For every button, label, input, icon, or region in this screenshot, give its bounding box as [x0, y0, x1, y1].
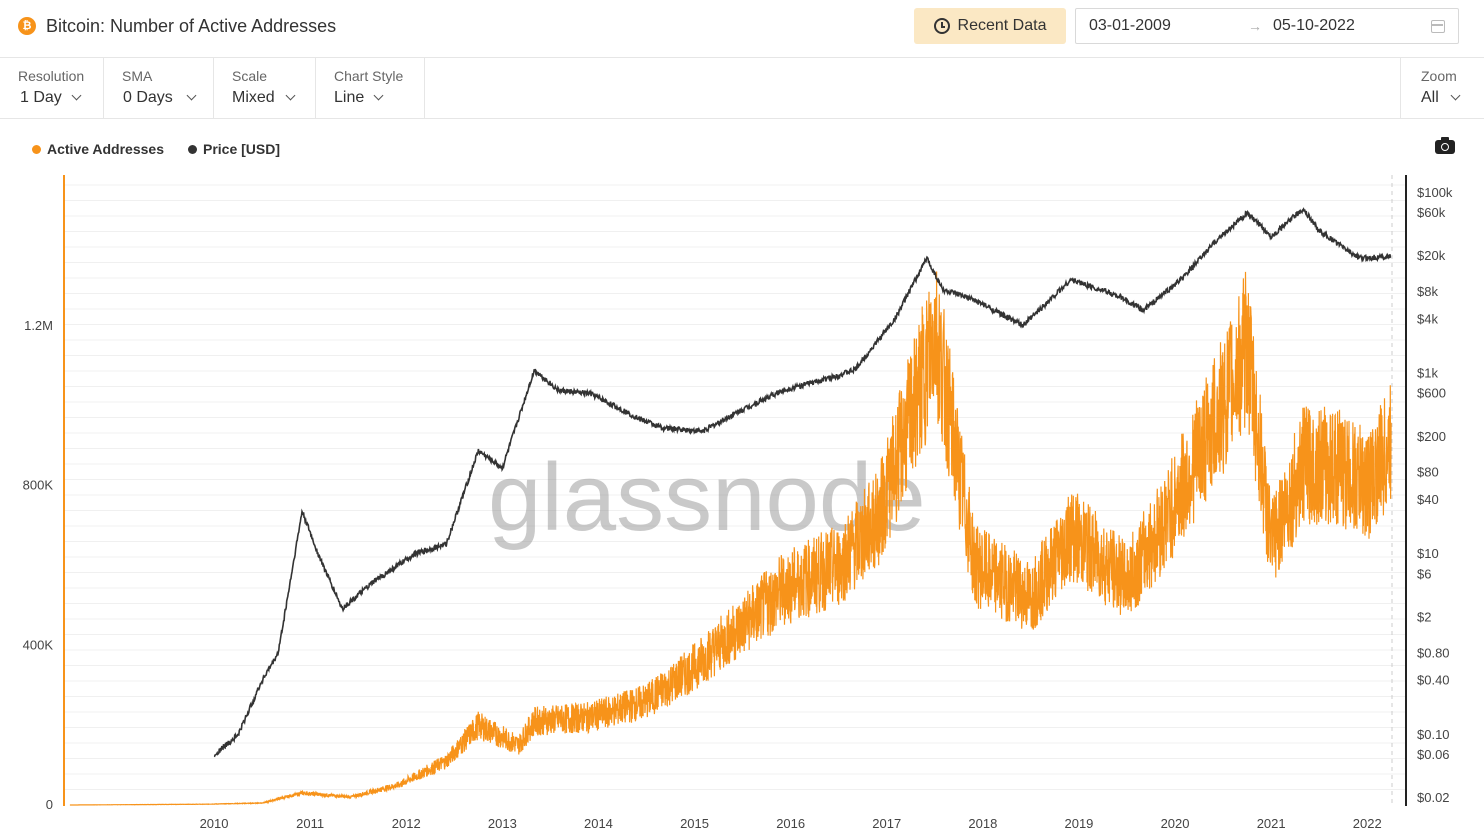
scale-value: Mixed	[232, 89, 275, 106]
y-right-tick-label: $10	[1417, 546, 1439, 561]
page-title: Bitcoin: Number of Active Addresses	[46, 16, 337, 36]
scale-dropdown[interactable]: Scale Mixed	[214, 58, 316, 119]
resolution-value: 1 Day	[20, 89, 62, 106]
arrow-right-icon: →	[1248, 18, 1262, 34]
y-right-tick-label: $0.10	[1417, 727, 1450, 742]
recent-data-button[interactable]: Recent Data	[914, 8, 1066, 44]
y-right-tick-label: $100k	[1417, 185, 1453, 200]
zoom-value: All	[1421, 89, 1439, 106]
y-right-tick-label: $1k	[1417, 366, 1438, 381]
sma-label: SMA	[122, 68, 153, 84]
bitcoin-icon: ₿	[18, 17, 36, 35]
date-end-input[interactable]: 05-10-2022	[1273, 17, 1355, 34]
y-right-tick-label: $8k	[1417, 284, 1438, 299]
chart-style-value: Line	[334, 89, 365, 106]
y-left-tick-label: 1.2M	[24, 318, 53, 333]
sma-value: 0 Days	[123, 89, 173, 106]
y-right-tick-label: $40	[1417, 492, 1439, 507]
y-right-tick-label: $600	[1417, 386, 1446, 401]
y-right-tick-label: $60k	[1417, 205, 1446, 220]
x-tick-label: 2020	[1161, 816, 1190, 831]
x-tick-label: 2012	[392, 816, 421, 831]
y-right-tick-label: $80	[1417, 465, 1439, 480]
zoom-dropdown[interactable]: Zoom All	[1400, 58, 1484, 119]
date-start-input[interactable]: 03-01-2009	[1089, 17, 1171, 34]
date-range-picker[interactable]: 03-01-2009 → 05-10-2022	[1075, 8, 1459, 44]
chart-style-dropdown[interactable]: Chart Style Line	[316, 58, 425, 119]
x-tick-label: 2022	[1353, 816, 1382, 831]
chart-legend: Active Addresses Price [USD]	[32, 141, 280, 157]
camera-icon[interactable]	[1435, 137, 1455, 154]
x-tick-label: 2010	[200, 816, 229, 831]
y-right-tick-label: $200	[1417, 429, 1446, 444]
x-tick-label: 2017	[872, 816, 901, 831]
y-right-tick-label: $20k	[1417, 248, 1446, 263]
legend-dot	[32, 144, 41, 154]
y-right-tick-label: $2	[1417, 609, 1431, 624]
chart-controls: Resolution 1 Day SMA 0 Days Scale Mixed …	[0, 57, 1484, 119]
y-left-tick-label: 0	[46, 797, 53, 812]
legend-item-price[interactable]: Price [USD]	[187, 141, 281, 157]
x-tick-label: 2013	[488, 816, 517, 831]
calendar-icon[interactable]	[1431, 20, 1445, 33]
chart-style-label: Chart Style	[334, 68, 404, 84]
y-right-tick-label: $0.02	[1417, 790, 1450, 805]
zoom-label: Zoom	[1421, 68, 1457, 84]
x-tick-label: 2014	[584, 816, 613, 831]
legend-label: Price [USD]	[202, 141, 281, 157]
resolution-dropdown[interactable]: Resolution 1 Day	[0, 58, 104, 119]
sma-dropdown[interactable]: SMA 0 Days	[104, 58, 214, 119]
header: ₿ Bitcoin: Number of Active Addresses Re…	[0, 0, 1484, 52]
y-right-tick-label: $4k	[1417, 311, 1438, 326]
y-right-tick-label: $0.80	[1417, 645, 1450, 660]
y-right-tick-label: $0.40	[1417, 673, 1450, 688]
x-tick-label: 2015	[680, 816, 709, 831]
recent-data-label: Recent Data	[957, 17, 1047, 34]
clock-icon	[933, 18, 950, 34]
x-tick-label: 2016	[776, 816, 805, 831]
x-tick-label: 2019	[1064, 816, 1093, 831]
scale-label: Scale	[232, 68, 268, 84]
legend-label: Active Addresses	[47, 141, 164, 157]
legend-dot	[187, 144, 197, 154]
y-right-tick-label: $6	[1417, 566, 1431, 581]
resolution-label: Resolution	[18, 68, 85, 84]
y-left-tick-label: 800K	[23, 478, 54, 493]
x-tick-label: 2018	[968, 816, 997, 831]
series-price-line	[213, 207, 1392, 758]
x-tick-label: 2011	[296, 816, 324, 831]
series-active-addresses-line	[69, 271, 1392, 806]
legend-item-active-addresses[interactable]: Active Addresses	[32, 141, 164, 157]
y-left-tick-label: 400K	[23, 637, 54, 652]
x-tick-label: 2021	[1257, 816, 1286, 831]
y-right-tick-label: $0.06	[1417, 747, 1450, 762]
